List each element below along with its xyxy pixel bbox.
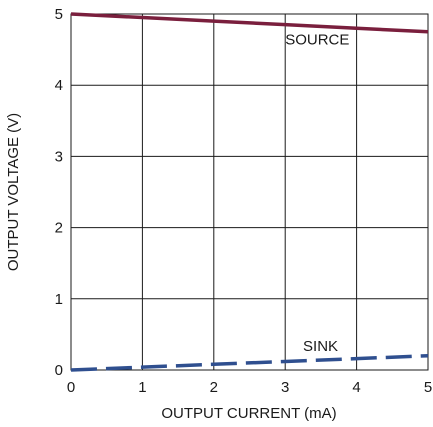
series-line-source [70,12,429,34]
x-tick-label-2: 2 [210,379,218,396]
tick-labels: 0 1 2 3 4 5 0 1 2 3 4 5 [55,6,433,396]
y-tick-label-0: 0 [55,362,63,379]
x-tick-label-3: 3 [281,379,289,396]
y-tick-label-3: 3 [55,148,63,165]
x-tick-label-5: 5 [424,379,432,396]
y-tick-label-2: 2 [55,220,63,237]
series-line-sink [70,354,429,372]
annotation-sink: SINK [303,338,338,355]
annotation-source: SOURCE [285,32,349,49]
y-tick-label-4: 4 [55,77,63,94]
y-axis-label: OUTPUT VOLTAGE (V) [5,113,22,271]
x-axis-label: OUTPUT CURRENT (mA) [161,405,336,422]
x-tick-label-4: 4 [352,379,360,396]
series-layer [70,12,429,372]
x-tick-label-1: 1 [138,379,146,396]
grid [70,13,429,371]
x-tick-label-0: 0 [67,379,75,396]
annotations: SOURCE SINK [285,32,349,355]
plot-border [70,13,429,371]
y-tick-label-1: 1 [55,291,63,308]
y-tick-label-5: 5 [55,6,63,23]
